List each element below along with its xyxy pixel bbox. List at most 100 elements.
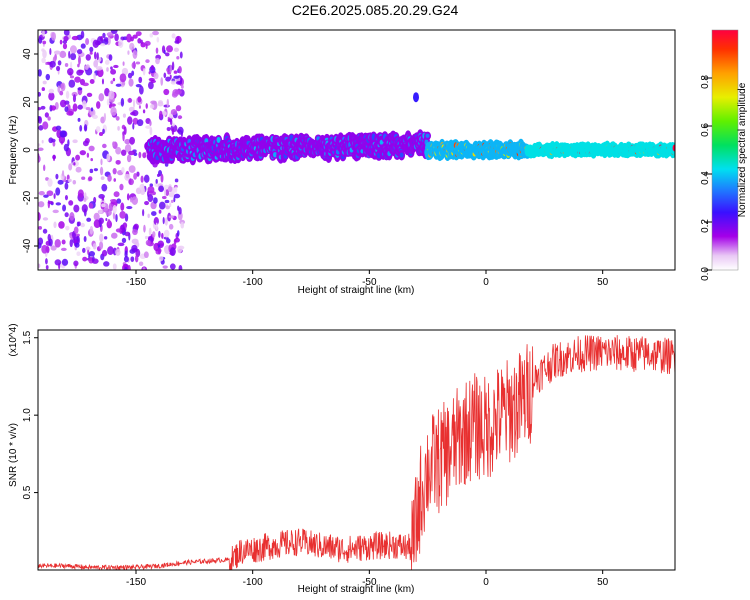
spectrogram-noise-blob bbox=[57, 60, 62, 66]
spectrogram-noise-blob bbox=[100, 203, 106, 208]
spectrogram-noise-blob bbox=[43, 164, 46, 172]
spectrogram-band-core bbox=[425, 133, 430, 138]
spectrogram-noise-blob bbox=[38, 107, 42, 111]
colorbar-tick-label: 0.2 bbox=[700, 219, 711, 233]
spectrogram-noise-blob bbox=[174, 178, 179, 183]
spectrogram-noise-blob bbox=[158, 255, 164, 262]
spectrogram-noise-blob bbox=[113, 64, 119, 69]
spectrogram-noise-blob bbox=[177, 115, 183, 120]
spectrogram-noise-blob bbox=[127, 50, 130, 55]
spectrogram-noise-blob bbox=[81, 204, 88, 213]
spectrogram-noise-blob bbox=[74, 76, 81, 83]
spectrogram-noise-blob bbox=[49, 60, 56, 68]
spectrogram-noise-blob bbox=[124, 173, 131, 181]
spectrogram-noise-blob bbox=[115, 213, 118, 223]
spectrogram-noise-blob bbox=[116, 198, 122, 204]
spectrogram-noise-blob bbox=[117, 125, 120, 131]
spectrogram-noise-blob bbox=[177, 205, 180, 211]
snr-x-label: Height of straight line (km) bbox=[298, 584, 415, 595]
spectrogram-noise-blob bbox=[168, 223, 174, 230]
spectrogram-noise-blob bbox=[96, 101, 101, 109]
spectrogram-noise-blob bbox=[45, 258, 48, 265]
spectrogram-band-core bbox=[399, 152, 404, 158]
spectrogram-noise-blob bbox=[128, 106, 135, 112]
spectrogram-noise-blob bbox=[59, 50, 67, 59]
spectrogram-noise-blob bbox=[42, 40, 47, 45]
spectrogram-noise-blob bbox=[84, 192, 87, 200]
spectrogram-noise-blob bbox=[64, 182, 69, 190]
spectrogram-noise-blob bbox=[165, 76, 171, 82]
spectrogram-noise-blob bbox=[74, 242, 80, 248]
spectrogram-noise-blob bbox=[119, 73, 127, 83]
spectrogram-noise-blob bbox=[62, 43, 68, 50]
snr-y-tick-label: 1.5 bbox=[22, 330, 33, 344]
colorbar-gradient bbox=[711, 29, 739, 271]
spectrogram-noise-blob bbox=[112, 77, 116, 82]
spectrogram-noise-blob bbox=[162, 216, 165, 225]
spectrogram-noise-blob bbox=[110, 30, 118, 34]
spectrogram-noise-blob bbox=[69, 45, 77, 54]
snr-y-tick-label: 0.5 bbox=[22, 485, 33, 499]
spectrogram-noise-blob bbox=[42, 121, 49, 130]
spectrogram-noise-blob bbox=[108, 54, 113, 61]
spectrogram-spot bbox=[413, 92, 419, 103]
spectrogram-noise-blob bbox=[86, 92, 93, 98]
spectrogram-noise-blob bbox=[85, 106, 91, 111]
spectrogram-noise-blob bbox=[93, 60, 99, 68]
spectrogram-noise-blob bbox=[60, 83, 65, 90]
spectrogram-noise-blob bbox=[62, 204, 67, 212]
spectrogram-noise-blob bbox=[142, 109, 146, 114]
spectrogram-noise-blob bbox=[55, 125, 62, 131]
spectrogram-noise-blob bbox=[64, 212, 69, 218]
spectrogram-noise-blob bbox=[169, 64, 173, 74]
spectrogram-noise-blob bbox=[153, 217, 159, 226]
spectrogram-noise-blob bbox=[142, 68, 146, 76]
spectrogram-noise-blob bbox=[162, 265, 168, 269]
spectrogram-noise-blob bbox=[169, 202, 172, 208]
spectrogram-noise-blob bbox=[143, 251, 149, 259]
spectrogram-noise-blob bbox=[169, 119, 173, 126]
spectrogram-noise-blob bbox=[138, 76, 143, 84]
spectrogram-noise-blob bbox=[156, 173, 160, 178]
spectrogram-noise-blob bbox=[73, 226, 79, 234]
spectrogram-noise-blob bbox=[142, 152, 147, 159]
spectrogram-noise-blob bbox=[52, 141, 56, 147]
spectrogram-noise-blob bbox=[106, 98, 110, 106]
spectrogram-noise-blob bbox=[63, 143, 69, 152]
spectrogram-noise-blob bbox=[63, 35, 69, 42]
spectrogram-noise-blob bbox=[179, 51, 183, 59]
spectrogram-noise-blob bbox=[106, 32, 114, 37]
spectrogram-noise-blob bbox=[80, 222, 85, 228]
spectrogram-noise-blob bbox=[57, 85, 61, 93]
spectrogram-noise-blob bbox=[175, 105, 182, 112]
snr-x-tick-label: -100 bbox=[243, 577, 263, 588]
spectrogram-y-tick-label: 40 bbox=[22, 48, 33, 60]
spectrogram-noise-blob bbox=[89, 51, 93, 55]
spectrogram-noise-blob bbox=[86, 152, 90, 158]
spectrogram-noise-blob bbox=[149, 126, 153, 136]
spectrogram-noise-blob bbox=[69, 212, 75, 221]
spectrogram-noise-blob bbox=[142, 209, 145, 217]
spectrogram-noise-blob bbox=[171, 128, 175, 135]
spectrogram-noise-blob bbox=[127, 264, 131, 270]
spectrogram-noise-blob bbox=[80, 43, 86, 49]
spectrogram-x-tick-label: 0 bbox=[483, 277, 489, 288]
spectrogram-noise-blob bbox=[150, 79, 156, 84]
spectrogram-noise-blob bbox=[67, 68, 74, 76]
spectrogram-noise-blob bbox=[44, 112, 49, 118]
spectrogram-noise-blob bbox=[123, 255, 129, 263]
spectrogram-noise-blob bbox=[164, 217, 168, 226]
spectrogram-noise-blob bbox=[38, 69, 42, 77]
spectrogram-noise-blob bbox=[178, 265, 183, 270]
spectrogram-noise-blob bbox=[129, 42, 135, 51]
spectrogram-noise-blob bbox=[82, 256, 88, 262]
spectrogram-noise-blob bbox=[38, 263, 41, 269]
spectrogram-noise-blob bbox=[138, 85, 144, 95]
colorbar-tick-label: 0.6 bbox=[700, 123, 711, 137]
spectrogram-noise-blob bbox=[136, 119, 144, 127]
spectrogram-noise-blob bbox=[43, 194, 49, 198]
spectrogram-noise-blob bbox=[85, 54, 91, 61]
spectrogram-noise-blob bbox=[54, 259, 62, 266]
spectrogram-noise-blob bbox=[174, 40, 180, 44]
